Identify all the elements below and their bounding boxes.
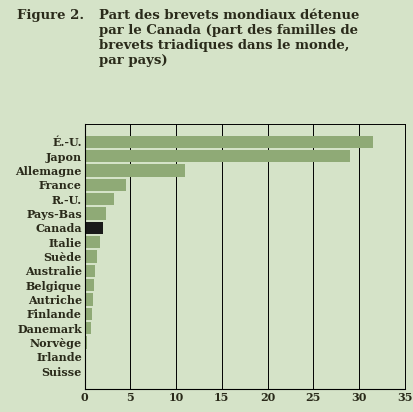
Bar xyxy=(85,150,350,162)
Bar xyxy=(85,236,100,248)
Bar xyxy=(85,222,103,234)
Bar xyxy=(85,207,106,220)
Bar xyxy=(85,337,88,349)
Bar xyxy=(85,164,185,176)
Bar xyxy=(85,179,126,191)
Bar xyxy=(85,293,93,306)
Bar xyxy=(85,308,92,320)
Bar xyxy=(85,136,373,148)
Bar xyxy=(85,250,97,262)
Bar xyxy=(85,351,86,363)
Bar xyxy=(85,322,91,334)
Bar xyxy=(85,193,114,205)
Bar xyxy=(85,279,94,291)
Text: Part des brevets mondiaux détenue
par le Canada (part des familles de
brevets tr: Part des brevets mondiaux détenue par le… xyxy=(99,9,359,66)
Bar xyxy=(85,265,95,277)
Text: Figure 2.: Figure 2. xyxy=(17,9,84,21)
